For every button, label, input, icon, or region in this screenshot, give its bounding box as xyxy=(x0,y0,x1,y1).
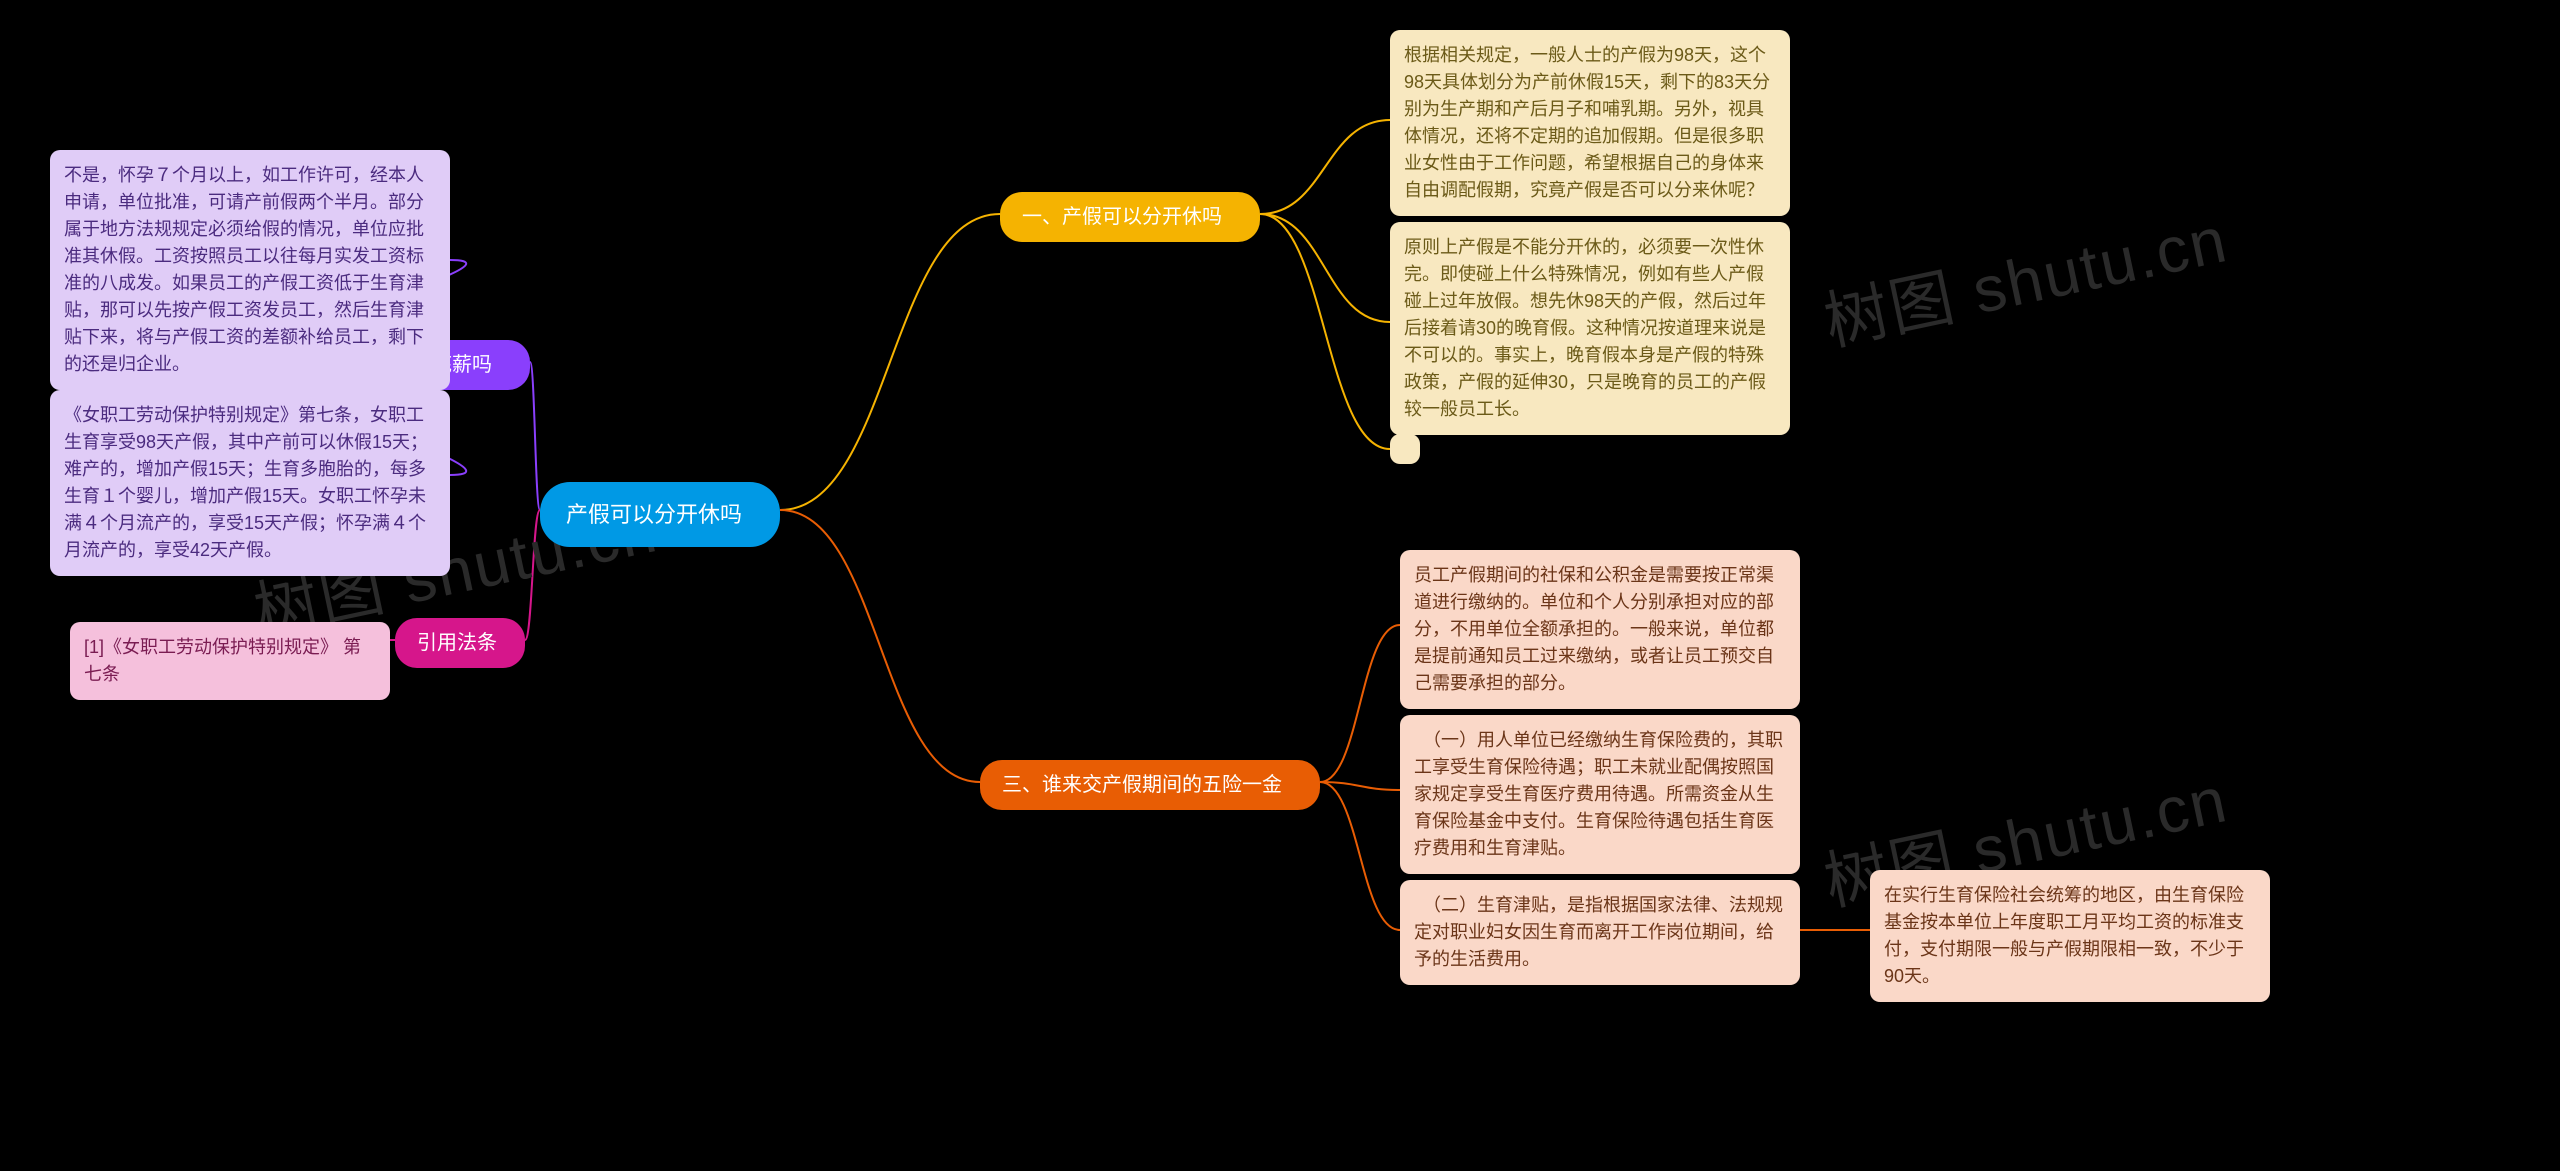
mindmap-node-b4[interactable]: 引用法条 xyxy=(395,618,525,668)
mindmap-node-b2c1[interactable]: 不是，怀孕７个月以上，如工作许可，经本人申请，单位批准，可请产前假两个半月。部分… xyxy=(50,150,450,390)
mindmap-canvas: 树图 shutu.cn树图 shutu.cn树图 shutu.cn产假可以分开休… xyxy=(0,0,2560,1171)
edge-root-b3 xyxy=(780,510,980,782)
edge-b3-b3c3 xyxy=(1320,782,1400,930)
edge-root-b1 xyxy=(780,214,1000,510)
mindmap-node-b1c2[interactable]: 原则上产假是不能分开休的，必须要一次性休完。即使碰上什么特殊情况，例如有些人产假… xyxy=(1390,222,1790,435)
edge-b1-b1c3 xyxy=(1260,214,1390,449)
mindmap-node-b3c3[interactable]: （二）生育津贴，是指根据国家法律、法规规定对职业妇女因生育而离开工作岗位期间，给… xyxy=(1400,880,1800,985)
mindmap-node-b1c1[interactable]: 根据相关规定，一般人士的产假为98天，这个98天具体划分为产前休假15天，剩下的… xyxy=(1390,30,1790,216)
mindmap-node-b2c2[interactable]: 《女职工劳动保护特别规定》第七条，女职工生育享受98天产假，其中产前可以休假15… xyxy=(50,390,450,576)
mindmap-node-b4c1[interactable]: [1]《女职工劳动保护特别规定》 第七条 xyxy=(70,622,390,700)
edge-root-b2 xyxy=(530,362,540,510)
mindmap-node-b3[interactable]: 三、谁来交产假期间的五险一金 xyxy=(980,760,1320,810)
watermark: 树图 shutu.cn xyxy=(1815,188,2235,363)
mindmap-node-b1[interactable]: 一、产假可以分开休吗 xyxy=(1000,192,1260,242)
edge-b3-b3c2 xyxy=(1320,782,1400,790)
mindmap-node-b3c2[interactable]: （一）用人单位已经缴纳生育保险费的，其职工享受生育保险待遇；职工未就业配偶按照国… xyxy=(1400,715,1800,874)
edge-b1-b1c1 xyxy=(1260,120,1390,214)
mindmap-node-b3c3a[interactable]: 在实行生育保险社会统筹的地区，由生育保险基金按本单位上年度职工月平均工资的标准支… xyxy=(1870,870,2270,1002)
edge-b1-b1c2 xyxy=(1260,214,1390,322)
mindmap-node-b1c3[interactable] xyxy=(1390,434,1420,464)
edge-root-b4 xyxy=(525,510,540,640)
edge-b3-b3c1 xyxy=(1320,625,1400,782)
mindmap-node-root[interactable]: 产假可以分开休吗 xyxy=(540,482,780,547)
mindmap-node-b3c1[interactable]: 员工产假期间的社保和公积金是需要按正常渠道进行缴纳的。单位和个人分别承担对应的部… xyxy=(1400,550,1800,709)
